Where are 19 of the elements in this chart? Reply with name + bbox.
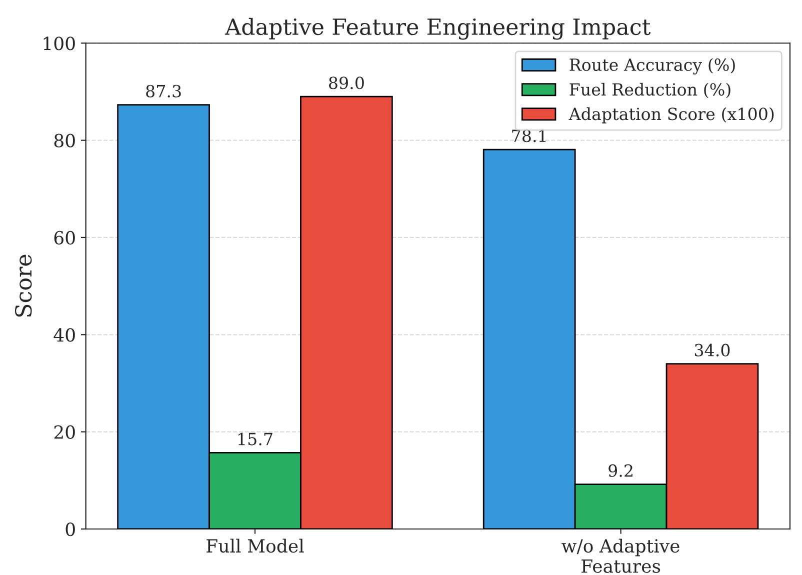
legend-label: Route Accuracy (%) [570, 58, 735, 74]
y-tick-label: 60 [54, 230, 75, 245]
y-tick-label: 0 [66, 522, 75, 536]
x-tick-label: Full Model [206, 538, 304, 553]
y-tick-label: 40 [54, 328, 75, 342]
y-tick-label: 80 [54, 134, 75, 148]
data-label: 34.0 [694, 344, 730, 356]
data-label: 89.0 [329, 76, 364, 90]
legend-label: Adaptation Score (x100) [568, 107, 774, 124]
y-axis-title: Score [14, 254, 32, 317]
data-label: 78.1 [512, 130, 546, 142]
data-label: 15.7 [238, 432, 272, 446]
x-tick-label: w/o Adaptive Features [562, 538, 680, 573]
y-tick-label: 20 [54, 425, 75, 439]
data-label: 87.3 [146, 84, 181, 98]
legend-label: Fuel Reduction (%) [570, 82, 730, 98]
data-label: 9.2 [608, 464, 632, 477]
y-tick-label: 100 [44, 36, 75, 50]
chart-title: Adaptive Feature Engineering Impact [224, 18, 651, 40]
